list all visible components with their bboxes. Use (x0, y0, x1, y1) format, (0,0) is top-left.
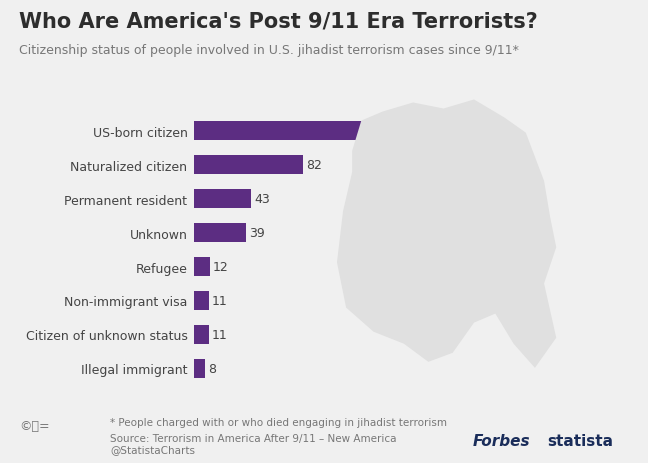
Text: 11: 11 (212, 294, 227, 307)
Text: 190: 190 (449, 125, 473, 138)
Bar (194, 156, 303, 175)
Text: 82: 82 (306, 159, 321, 172)
Text: 11: 11 (212, 328, 227, 341)
Text: 8: 8 (207, 362, 216, 375)
Bar (194, 359, 205, 378)
Text: 43: 43 (254, 193, 270, 206)
Text: ©ⓘ=: ©ⓘ= (19, 419, 50, 432)
Bar (194, 325, 209, 344)
Bar (194, 190, 251, 208)
Bar (194, 224, 246, 243)
Text: 39: 39 (249, 226, 264, 239)
Bar (194, 292, 209, 310)
Text: Who Are America's Post 9/11 Era Terrorists?: Who Are America's Post 9/11 Era Terroris… (19, 12, 538, 31)
Text: Forbes: Forbes (473, 433, 531, 448)
Text: Source: Terrorism in America After 9/11 – New America: Source: Terrorism in America After 9/11 … (110, 433, 397, 443)
Text: Citizenship status of people involved in U.S. jihadist terrorism cases since 9/1: Citizenship status of people involved in… (19, 44, 519, 57)
Bar (194, 257, 211, 276)
Text: * People charged with or who died engaging in jihadist terrorism: * People charged with or who died engagi… (110, 417, 447, 427)
Polygon shape (337, 100, 556, 368)
Text: 12: 12 (213, 261, 229, 274)
Bar (194, 122, 446, 141)
Text: @StatistaCharts: @StatistaCharts (110, 444, 195, 455)
Text: statista: statista (548, 433, 614, 448)
